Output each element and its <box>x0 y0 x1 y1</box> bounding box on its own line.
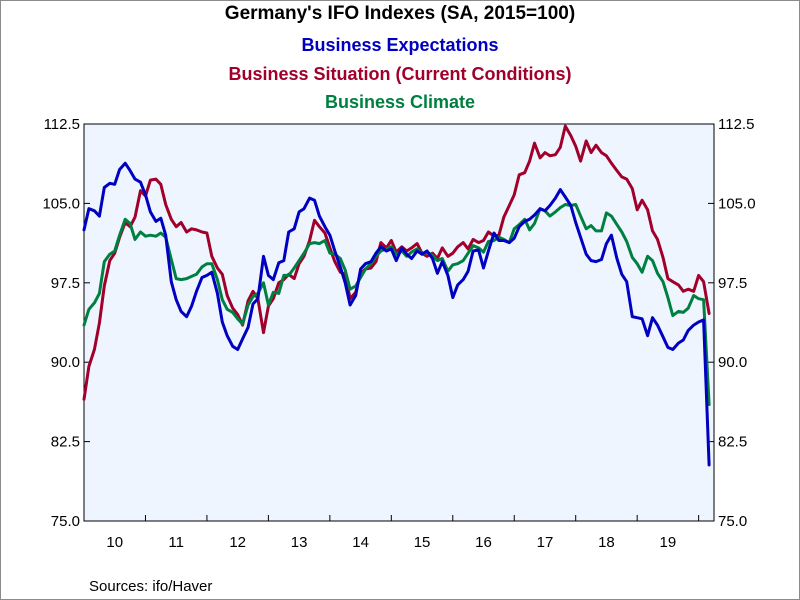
legend-business-expectations: Business Expectations <box>301 35 499 55</box>
series-line-business-expectations <box>82 161 711 467</box>
y-tick-label-right: 90.0 <box>718 354 747 371</box>
plot-area <box>83 123 715 522</box>
y-tick-label-left: 97.5 <box>51 275 80 292</box>
y-tick-label-left: 90.0 <box>51 354 80 371</box>
y-tick-label-left: 112.5 <box>44 116 80 133</box>
x-tick-label: 19 <box>660 534 677 551</box>
y-tick-label-right: 112.5 <box>718 116 754 133</box>
y-tick-label-left: 75.0 <box>51 513 80 530</box>
x-tick-label: 18 <box>598 534 615 551</box>
x-tick-label: 14 <box>352 534 369 551</box>
x-tick-label: 16 <box>475 534 492 551</box>
series-line-business-climate <box>82 203 711 406</box>
legend-business-situation: Business Situation (Current Conditions) <box>228 64 572 84</box>
legend-business-climate: Business Climate <box>324 92 476 112</box>
y-tick-label-left: 105.0 <box>42 195 80 212</box>
y-tick-label-right: 75.0 <box>718 513 747 530</box>
x-tick-label: 11 <box>168 534 184 551</box>
y-tick-label-right: 97.5 <box>718 275 747 292</box>
x-tick-label: 17 <box>537 534 554 551</box>
x-tick-label: 15 <box>414 534 431 551</box>
y-tick-label-left: 82.5 <box>51 434 80 451</box>
x-tick-label: 12 <box>229 534 246 551</box>
y-tick-label-right: 82.5 <box>718 434 747 451</box>
y-tick-label-right: 105.0 <box>718 195 756 212</box>
x-tick-label: 13 <box>291 534 308 551</box>
chart-title: Germany's IFO Indexes (SA, 2015=100) <box>224 3 576 24</box>
x-tick-label: 10 <box>106 534 123 551</box>
source-note: Sources: ifo/Haver <box>89 578 213 595</box>
